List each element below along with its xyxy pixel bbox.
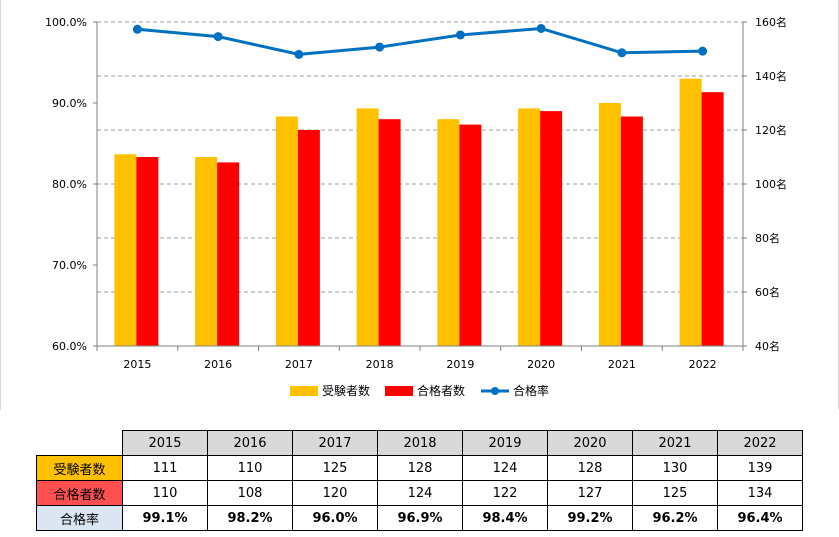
row-label: 合格率 [36, 505, 123, 531]
right-tick-label: 40名 [755, 339, 780, 353]
table-cell: 110 [122, 480, 208, 506]
combo-chart: 60.0% 70.0% 80.0% 90.0% 100.0% 40名 60名 80名 100名 1… [45, 15, 787, 398]
year-header: 2015 [122, 430, 208, 456]
row-label: 受験者数 [36, 455, 123, 481]
table-cell: 124 [462, 455, 548, 481]
table-cell: 110 [207, 455, 293, 481]
bar-examinees [356, 108, 379, 347]
table-cell: 99.2% [547, 505, 633, 531]
right-tick-label: 100名 [755, 177, 787, 191]
right-tick-label: 60名 [755, 285, 780, 299]
right-tick-label: 160名 [755, 15, 787, 29]
left-tick-label: 100.0% [45, 16, 87, 29]
pass-rate-marker [375, 42, 385, 52]
bar-passers [217, 162, 240, 346]
table-cell: 99.1% [122, 505, 208, 531]
pass-rate-marker [132, 24, 142, 34]
row-label: 合格者数 [36, 480, 123, 506]
table-cell: 96.9% [377, 505, 463, 531]
bar-passers [459, 124, 482, 346]
table-cell: 98.4% [462, 505, 548, 531]
table-cell: 128 [377, 455, 463, 481]
year-header: 2018 [377, 430, 463, 456]
x-tick-label: 2020 [527, 358, 555, 371]
bar-passers [701, 92, 724, 346]
x-tick-label: 2019 [446, 358, 474, 371]
year-header: 2022 [717, 430, 803, 456]
table-cell: 128 [547, 455, 633, 481]
right-tick-label: 80名 [755, 231, 780, 245]
table-cell: 125 [292, 455, 378, 481]
right-tick-label: 140名 [755, 69, 787, 83]
pass-rate-marker [294, 49, 304, 59]
year-header: 2017 [292, 430, 378, 456]
bar-examinees [518, 108, 541, 347]
year-header: 2020 [547, 430, 633, 456]
left-tick-label: 90.0% [52, 97, 87, 110]
legend-label: 合格率 [513, 383, 549, 398]
table-cell: 108 [207, 480, 293, 506]
bar-passers [540, 111, 563, 346]
bar-examinees [114, 154, 137, 346]
bar-examinees [598, 103, 621, 346]
year-header: 2016 [207, 430, 293, 456]
table-cell: 122 [462, 480, 548, 506]
bar-passers [136, 157, 159, 346]
table-cell: 124 [377, 480, 463, 506]
table-cell: 139 [717, 455, 803, 481]
table-cell: 96.0% [292, 505, 378, 531]
bar-passers [297, 130, 320, 346]
legend-swatch-examinees [290, 386, 318, 396]
bar-examinees [679, 78, 702, 346]
table-cell: 120 [292, 480, 378, 506]
bar-examinees [195, 157, 218, 346]
table-cell: 125 [632, 480, 718, 506]
year-header: 2021 [632, 430, 718, 456]
pass-rate-marker [617, 48, 627, 58]
pass-rate-marker [455, 30, 465, 40]
data-table: 2015 2016 2017 2018 2019 2020 2021 2022 … [36, 430, 803, 531]
x-tick-label: 2017 [285, 358, 313, 371]
x-tick-label: 2021 [608, 358, 636, 371]
pass-rate-marker [698, 46, 708, 56]
left-tick-label: 80.0% [52, 178, 87, 191]
pass-rate-marker [213, 32, 223, 42]
bar-passers [378, 119, 401, 346]
legend-swatch-passers [385, 386, 413, 396]
pass-rate-marker [536, 23, 546, 33]
year-header: 2019 [462, 430, 548, 456]
legend-label: 受験者数 [322, 383, 370, 398]
x-tick-label: 2016 [204, 358, 232, 371]
legend-marker-rate [491, 387, 499, 395]
table-row: 受験者数 111 110 125 128 124 128 130 139 [36, 455, 803, 481]
table-cell: 130 [632, 455, 718, 481]
table-cell: 96.4% [717, 505, 803, 531]
table-header-row: 2015 2016 2017 2018 2019 2020 2021 2022 [36, 430, 803, 456]
legend-label: 合格者数 [417, 383, 465, 398]
left-tick-label: 70.0% [52, 259, 87, 272]
bar-examinees [437, 119, 460, 346]
table-cell: 96.2% [632, 505, 718, 531]
pass-rate-line [137, 26, 703, 56]
right-tick-label: 120名 [755, 123, 787, 137]
x-tick-label: 2022 [689, 358, 717, 371]
table-corner [36, 430, 123, 456]
table-row: 合格率 99.1% 98.2% 96.0% 96.9% 98.4% 99.2% 96.2% 96… [36, 505, 803, 531]
bar-passers [620, 116, 643, 346]
left-tick-label: 60.0% [52, 340, 87, 353]
table-cell: 127 [547, 480, 633, 506]
table-row: 合格者数 110 108 120 124 122 127 125 134 [36, 480, 803, 506]
bar-examinees [275, 116, 298, 346]
x-tick-label: 2015 [123, 358, 151, 371]
table-cell: 98.2% [207, 505, 293, 531]
x-tick-label: 2018 [366, 358, 394, 371]
table-cell: 111 [122, 455, 208, 481]
table-cell: 134 [717, 480, 803, 506]
